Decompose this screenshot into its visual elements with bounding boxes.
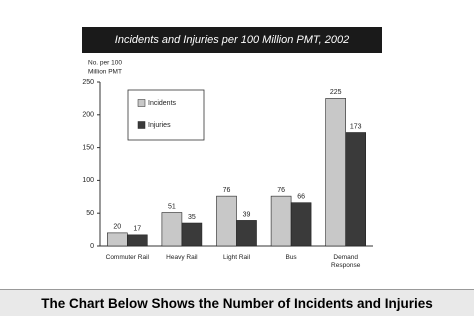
bar xyxy=(345,132,367,247)
bar xyxy=(161,212,183,247)
y-tick-label: 200 xyxy=(82,112,94,119)
bar xyxy=(107,232,128,247)
y-tick-label: 250 xyxy=(82,79,94,86)
legend-swatch xyxy=(137,99,146,107)
value-label: 66 xyxy=(297,194,305,201)
value-label: 39 xyxy=(243,211,251,218)
chart-title: Incidents and Injuries per 100 Million P… xyxy=(115,34,349,46)
legend-label: Injuries xyxy=(148,122,171,129)
caption: The Chart Below Shows the Number of Inci… xyxy=(0,289,474,316)
value-label: 76 xyxy=(277,187,285,194)
bar xyxy=(270,195,292,247)
x-tick-label: Light Rail xyxy=(222,254,251,261)
value-label: 76 xyxy=(223,187,231,194)
x-tick-label: Heavy Rail xyxy=(166,254,198,261)
x-tick-label: Demand Response xyxy=(331,254,361,269)
value-label: 17 xyxy=(133,226,141,233)
value-label: 51 xyxy=(168,203,176,210)
value-label: 225 xyxy=(330,89,342,96)
value-label: 20 xyxy=(113,224,121,231)
value-label: 173 xyxy=(350,123,362,130)
y-tick-label: 0 xyxy=(90,243,94,250)
x-tick-label: Commuter Rail xyxy=(105,254,149,261)
bar xyxy=(236,220,257,247)
bar xyxy=(216,195,237,247)
bar xyxy=(325,98,347,247)
legend-label: Incidents xyxy=(148,100,177,107)
y-axis-label: Million PMT xyxy=(88,69,122,76)
y-tick-label: 100 xyxy=(82,177,94,184)
bar xyxy=(181,222,203,247)
title-bar xyxy=(82,27,382,53)
y-axis-label: No. per 100 xyxy=(88,60,122,67)
bar xyxy=(127,234,148,247)
chart: Incidents and Injuries per 100 Million P… xyxy=(82,27,382,250)
y-tick-label: 50 xyxy=(86,210,94,217)
legend-swatch xyxy=(137,121,146,129)
legend-box xyxy=(127,89,205,141)
bar xyxy=(290,202,312,247)
y-tick-label: 150 xyxy=(82,144,94,151)
x-tick-label: Bus xyxy=(285,254,297,261)
value-label: 35 xyxy=(188,214,196,221)
